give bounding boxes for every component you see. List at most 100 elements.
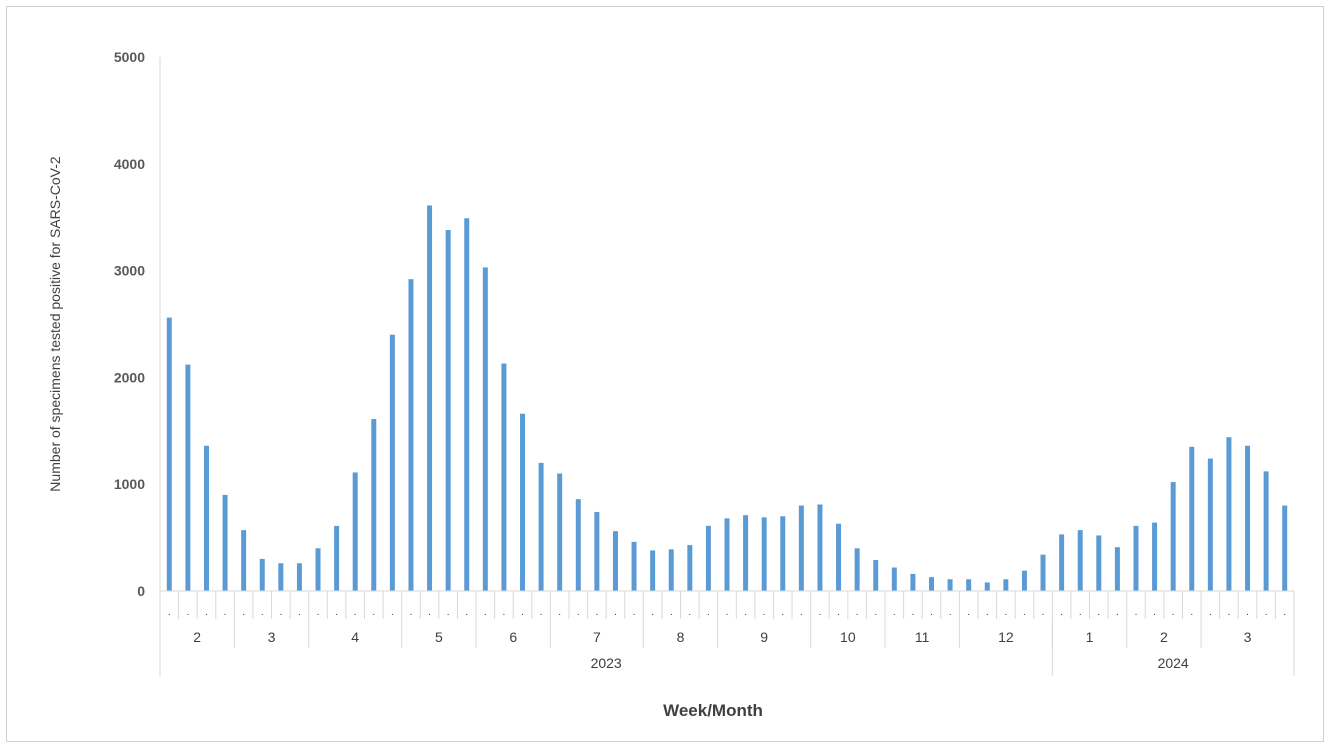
bar [278, 563, 284, 591]
week-tick-label: . [856, 607, 859, 618]
week-tick-label: . [224, 607, 227, 618]
bar [705, 525, 711, 591]
week-tick-label: . [261, 607, 264, 618]
bar [371, 419, 377, 591]
bar [594, 511, 600, 591]
month-label: 2 [1160, 629, 1168, 645]
week-tick-label: . [1153, 607, 1156, 618]
bar [1170, 482, 1176, 591]
bar [910, 573, 916, 591]
bar [798, 505, 804, 591]
week-tick-label: . [986, 607, 989, 618]
bar [1282, 505, 1288, 591]
month-label: 2 [193, 629, 201, 645]
bar [1245, 445, 1251, 591]
bar [334, 525, 340, 591]
week-tick-label: . [633, 607, 636, 618]
week-tick-label: . [707, 607, 710, 618]
week-tick-label: . [410, 607, 413, 618]
week-tick-label: . [1135, 607, 1138, 618]
month-label: 6 [509, 629, 517, 645]
year-label: 2023 [591, 655, 622, 671]
month-label: 10 [840, 629, 856, 645]
week-tick-label: . [930, 607, 933, 618]
bar [854, 548, 860, 591]
week-tick-label: . [949, 607, 952, 618]
bar [1077, 530, 1083, 591]
week-tick-label: . [1209, 607, 1212, 618]
week-tick-label: . [837, 607, 840, 618]
week-tick-label: . [1042, 607, 1045, 618]
week-tick-label: . [1060, 607, 1063, 618]
week-tick-label: . [521, 607, 524, 618]
bar [966, 579, 972, 591]
bar [928, 577, 934, 591]
bar [724, 518, 730, 591]
week-tick-label: . [540, 607, 543, 618]
month-label: 3 [268, 629, 276, 645]
bar [408, 279, 414, 591]
bar [185, 364, 191, 591]
month-label: 9 [760, 629, 768, 645]
bar [1189, 446, 1195, 591]
bar [1207, 458, 1213, 591]
week-tick-label: . [1097, 607, 1100, 618]
bar [780, 516, 786, 591]
x-axis-label: Week/Month [663, 701, 763, 720]
bar [817, 504, 823, 591]
bar [891, 567, 897, 591]
week-tick-label: . [893, 607, 896, 618]
month-label: 11 [915, 629, 930, 645]
bar [687, 545, 693, 591]
week-tick-label: . [372, 607, 375, 618]
week-tick-label: . [577, 607, 580, 618]
week-tick-label: . [1004, 607, 1007, 618]
week-tick-label: . [763, 607, 766, 618]
bar [1096, 535, 1102, 591]
bars [166, 205, 1288, 592]
week-tick-label: . [391, 607, 394, 618]
week-tick-label: . [614, 607, 617, 618]
bar [445, 230, 451, 592]
week-tick-label: . [317, 607, 320, 618]
week-tick-label: . [484, 607, 487, 618]
week-tick-label: . [967, 607, 970, 618]
week-tick-label: . [1079, 607, 1082, 618]
bar [296, 563, 302, 591]
week-tick-label: . [186, 607, 189, 618]
month-label: 1 [1086, 629, 1094, 645]
week-tick-label: . [1265, 607, 1268, 618]
week-tick-label: . [670, 607, 673, 618]
month-label: 7 [593, 629, 601, 645]
year-label: 2024 [1158, 655, 1189, 671]
week-tick-label: . [819, 607, 822, 618]
bar [650, 550, 656, 591]
bar [1021, 570, 1027, 591]
month-label: 8 [677, 629, 685, 645]
week-tick-label: . [335, 607, 338, 618]
week-tick-label: . [1023, 607, 1026, 618]
month-label: 4 [351, 629, 359, 645]
week-tick-label: . [354, 607, 357, 618]
week-tick-label: . [1228, 607, 1231, 618]
week-tick-label: . [242, 607, 245, 618]
month-label: 3 [1244, 629, 1252, 645]
week-tick-label: . [688, 607, 691, 618]
bar [427, 205, 433, 591]
bar [166, 317, 172, 591]
week-tick-label: . [447, 607, 450, 618]
bar [222, 494, 228, 591]
week-tick-label: . [726, 607, 729, 618]
bar [1133, 525, 1139, 591]
week-tick-label: . [1190, 607, 1193, 618]
week-tick-label: . [1172, 607, 1175, 618]
bar [1003, 579, 1009, 591]
week-tick-label: . [595, 607, 598, 618]
bar [1263, 471, 1269, 591]
week-tick-label: . [744, 607, 747, 618]
bar [538, 462, 544, 591]
bar [203, 445, 209, 591]
bar [1040, 554, 1046, 591]
y-axis-ticks: 0 1000 2000 3000 4000 5000 [114, 49, 145, 599]
